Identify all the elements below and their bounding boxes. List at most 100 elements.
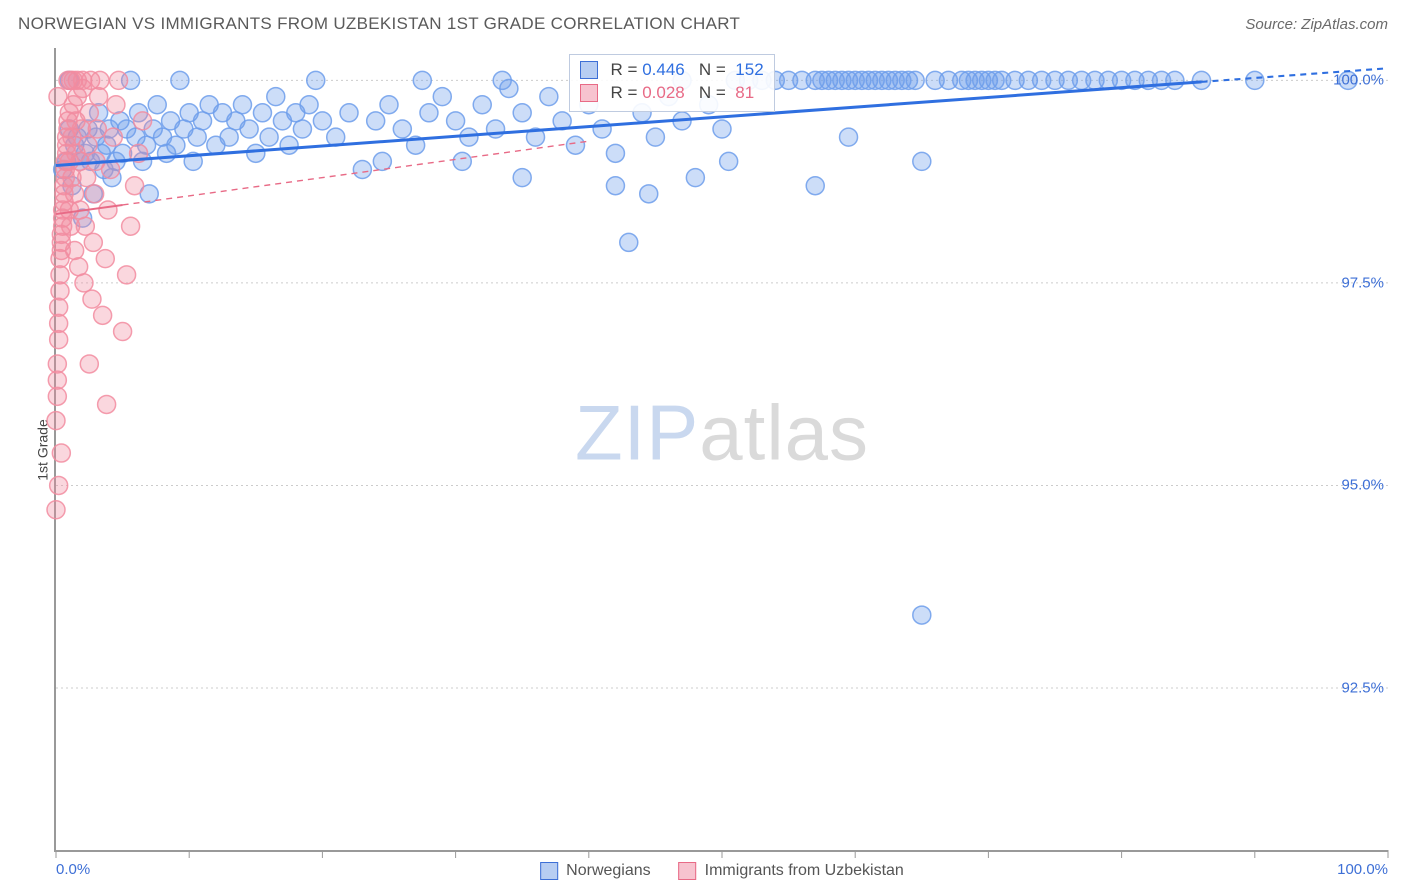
legend-bottom: Norwegians Immigrants from Uzbekistan — [540, 862, 904, 880]
scatter-point-uzbekistan — [107, 96, 125, 114]
scatter-point-norwegians — [148, 96, 166, 114]
scatter-point-uzbekistan — [50, 298, 68, 316]
scatter-point-norwegians — [720, 152, 738, 170]
scatter-point-uzbekistan — [90, 88, 108, 106]
scatter-point-norwegians — [280, 136, 298, 154]
scatter-point-uzbekistan — [79, 136, 97, 154]
scatter-point-uzbekistan — [80, 355, 98, 373]
scatter-point-uzbekistan — [48, 355, 66, 373]
scatter-point-norwegians — [1246, 71, 1264, 89]
scatter-point-uzbekistan — [48, 387, 66, 405]
scatter-point-norwegians — [293, 120, 311, 138]
chart-header: NORWEGIAN VS IMMIGRANTS FROM UZBEKISTAN … — [18, 14, 1388, 34]
scatter-point-uzbekistan — [91, 71, 109, 89]
scatter-point-norwegians — [913, 152, 931, 170]
scatter-point-norwegians — [646, 128, 664, 146]
scatter-point-norwegians — [686, 169, 704, 187]
scatter-point-norwegians — [473, 96, 491, 114]
scatter-point-norwegians — [240, 120, 258, 138]
scatter-point-uzbekistan — [49, 88, 67, 106]
legend-stats-box: R = 0.446 N = 152 R = 0.028 N = 81 — [569, 54, 775, 112]
scatter-point-uzbekistan — [48, 371, 66, 389]
scatter-point-norwegians — [340, 104, 358, 122]
legend-stat-row: R = 0.028 N = 81 — [580, 82, 764, 105]
scatter-point-norwegians — [433, 88, 451, 106]
scatter-point-uzbekistan — [99, 201, 117, 219]
scatter-point-norwegians — [513, 104, 531, 122]
scatter-point-uzbekistan — [70, 258, 88, 276]
scatter-point-uzbekistan — [94, 306, 112, 324]
scatter-point-norwegians — [380, 96, 398, 114]
scatter-point-uzbekistan — [104, 128, 122, 146]
scatter-point-norwegians — [300, 96, 318, 114]
scatter-point-norwegians — [447, 112, 465, 130]
scatter-point-norwegians — [220, 128, 238, 146]
scatter-point-norwegians — [171, 71, 189, 89]
scatter-point-uzbekistan — [50, 476, 68, 494]
scatter-point-uzbekistan — [126, 177, 144, 195]
source-name: ZipAtlas.com — [1301, 16, 1388, 33]
chart-outer: 1st Grade ZIPatlas R = 0.446 N = 152 R =… — [18, 48, 1388, 852]
plot-svg — [56, 48, 1388, 850]
scatter-point-norwegians — [353, 161, 371, 179]
scatter-point-norwegians — [253, 104, 271, 122]
scatter-point-norwegians — [188, 128, 206, 146]
legend-stat-text: R = 0.028 N = 81 — [606, 82, 754, 105]
scatter-point-norwegians — [906, 71, 924, 89]
scatter-point-norwegians — [413, 71, 431, 89]
scatter-point-norwegians — [194, 112, 212, 130]
scatter-point-uzbekistan — [134, 112, 152, 130]
y-tick-label: 95.0% — [1341, 477, 1384, 494]
legend-stat-text: R = 0.446 N = 152 — [606, 59, 764, 82]
scatter-point-norwegians — [307, 71, 325, 89]
scatter-point-norwegians — [620, 233, 638, 251]
scatter-point-uzbekistan — [118, 266, 136, 284]
scatter-point-uzbekistan — [80, 104, 98, 122]
scatter-point-uzbekistan — [110, 71, 128, 89]
scatter-point-norwegians — [593, 120, 611, 138]
chart-title: NORWEGIAN VS IMMIGRANTS FROM UZBEKISTAN … — [18, 14, 740, 34]
scatter-point-uzbekistan — [51, 282, 69, 300]
scatter-point-uzbekistan — [52, 444, 70, 462]
scatter-point-norwegians — [1193, 71, 1211, 89]
legend-bottom-item: Immigrants from Uzbekistan — [679, 862, 904, 880]
scatter-point-norwegians — [267, 88, 285, 106]
scatter-point-norwegians — [606, 144, 624, 162]
scatter-point-norwegians — [913, 606, 931, 624]
scatter-point-norwegians — [640, 185, 658, 203]
legend-stat-row: R = 0.446 N = 152 — [580, 59, 764, 82]
scatter-point-norwegians — [713, 120, 731, 138]
legend-swatch — [679, 862, 697, 880]
scatter-point-norwegians — [453, 152, 471, 170]
scatter-point-norwegians — [247, 144, 265, 162]
scatter-point-norwegians — [260, 128, 278, 146]
scatter-point-uzbekistan — [78, 169, 96, 187]
legend-bottom-item: Norwegians — [540, 862, 650, 880]
y-tick-label: 97.5% — [1341, 274, 1384, 291]
scatter-point-norwegians — [806, 177, 824, 195]
scatter-point-norwegians — [233, 96, 251, 114]
scatter-point-uzbekistan — [114, 323, 132, 341]
scatter-point-norwegians — [373, 152, 391, 170]
scatter-point-norwegians — [540, 88, 558, 106]
scatter-point-uzbekistan — [83, 290, 101, 308]
scatter-point-norwegians — [420, 104, 438, 122]
scatter-point-uzbekistan — [50, 314, 68, 332]
scatter-plot: ZIPatlas R = 0.446 N = 152 R = 0.028 N =… — [54, 48, 1388, 852]
y-tick-label: 100.0% — [1333, 72, 1384, 89]
source-attr: Source: ZipAtlas.com — [1245, 16, 1388, 33]
scatter-point-uzbekistan — [96, 250, 114, 268]
scatter-point-norwegians — [1166, 71, 1184, 89]
source-prefix: Source: — [1245, 16, 1301, 33]
scatter-point-norwegians — [313, 112, 331, 130]
scatter-point-norwegians — [493, 71, 511, 89]
scatter-point-uzbekistan — [47, 501, 65, 519]
scatter-point-uzbekistan — [88, 120, 106, 138]
legend-bottom-label: Norwegians — [566, 862, 650, 880]
x-left-label: 0.0% — [56, 861, 90, 878]
scatter-point-norwegians — [606, 177, 624, 195]
scatter-point-uzbekistan — [66, 185, 84, 203]
scatter-point-norwegians — [367, 112, 385, 130]
scatter-point-norwegians — [167, 136, 185, 154]
scatter-point-norwegians — [840, 128, 858, 146]
